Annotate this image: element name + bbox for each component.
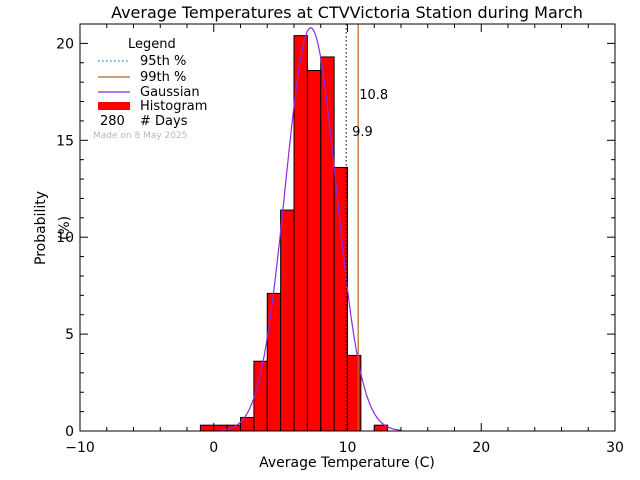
y-tick-label: 10 — [56, 230, 74, 246]
chart-title: Average Temperatures at CTVVictoria Stat… — [111, 3, 583, 22]
histogram-bar-0 — [199, 424, 215, 432]
y-tick-label: 5 — [65, 327, 74, 343]
gaussian-curve — [220, 27, 402, 431]
histogram-bar-7 — [293, 35, 308, 432]
made-on-note: Made on 8 May 2025 — [93, 131, 187, 141]
gaussian-curve-layer — [220, 27, 402, 431]
histogram-bar-5 — [266, 292, 282, 432]
legend-days-label: # Days — [140, 114, 188, 129]
x-axis-label: Average Temperature (C) — [259, 455, 435, 471]
histogram-bar-6 — [280, 209, 295, 432]
y-tick-label: 15 — [56, 133, 74, 149]
y-axis-label: Probability (%) — [33, 191, 73, 265]
y-tick-label: 20 — [56, 36, 74, 52]
x-tick-label: 10 — [339, 440, 357, 456]
p95-label: 9.9 — [352, 125, 373, 140]
x-tick-label: 20 — [472, 440, 490, 456]
histogram-bar-10 — [333, 166, 348, 432]
y-tick-label: 0 — [65, 424, 74, 440]
histogram-bar-8 — [306, 70, 322, 432]
histogram-bar-9 — [320, 56, 335, 432]
legend-title: Legend — [128, 37, 176, 52]
x-tick-label: −10 — [65, 440, 95, 456]
x-tick-label: 0 — [209, 440, 218, 456]
legend-days-count: 280 — [100, 114, 125, 129]
legend-label-histogram: Histogram — [140, 99, 207, 114]
legend-swatch-histogram — [98, 102, 130, 110]
legend-label-95th: 95th % — [140, 54, 186, 69]
p99-label: 10.8 — [359, 88, 388, 103]
legend: Legend 95th % 99th % Gaussian Histogram … — [93, 37, 207, 141]
x-tick-label: 30 — [606, 440, 624, 456]
legend-label-99th: 99th % — [140, 70, 186, 85]
legend-label-gaussian: Gaussian — [140, 85, 200, 100]
percentile-lines-layer: 10.8 9.9 — [345, 24, 388, 431]
